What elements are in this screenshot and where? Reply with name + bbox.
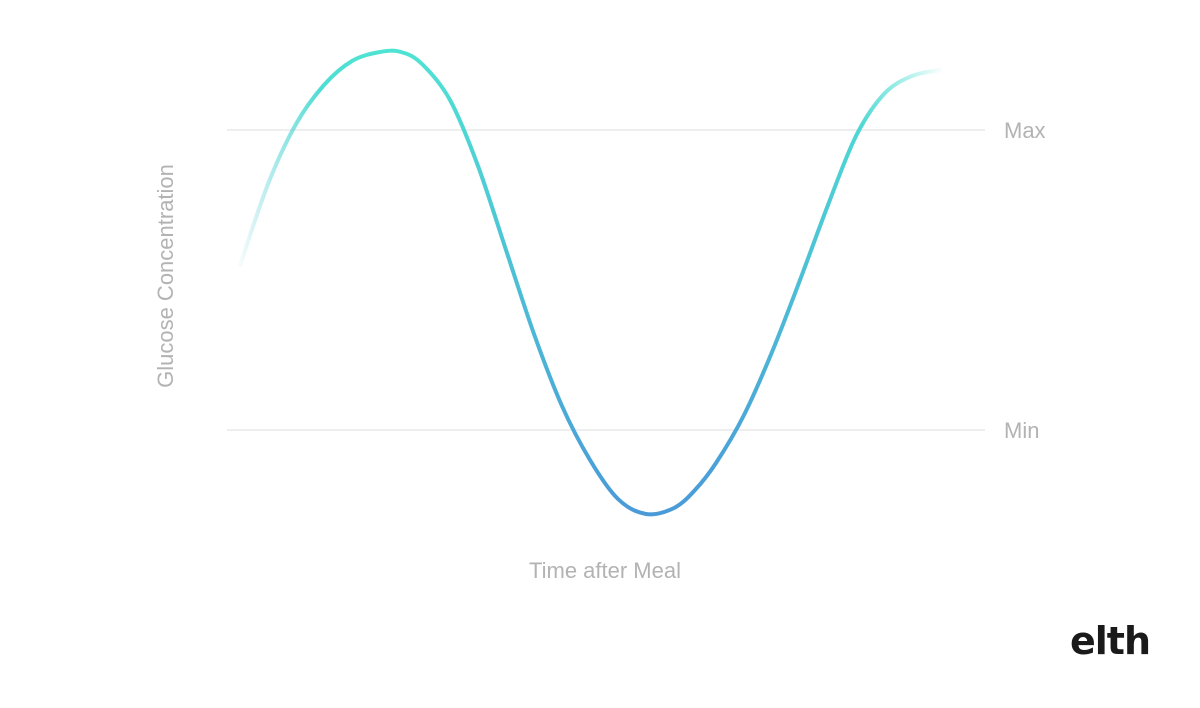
- min-label: Min: [1004, 418, 1039, 443]
- elth-logo: elth: [1069, 619, 1151, 663]
- x-axis-label: Time after Meal: [529, 558, 681, 583]
- y-axis-label: Glucose Concentration: [153, 164, 178, 388]
- glucose-curve: [238, 48, 942, 517]
- max-label: Max: [1004, 118, 1046, 143]
